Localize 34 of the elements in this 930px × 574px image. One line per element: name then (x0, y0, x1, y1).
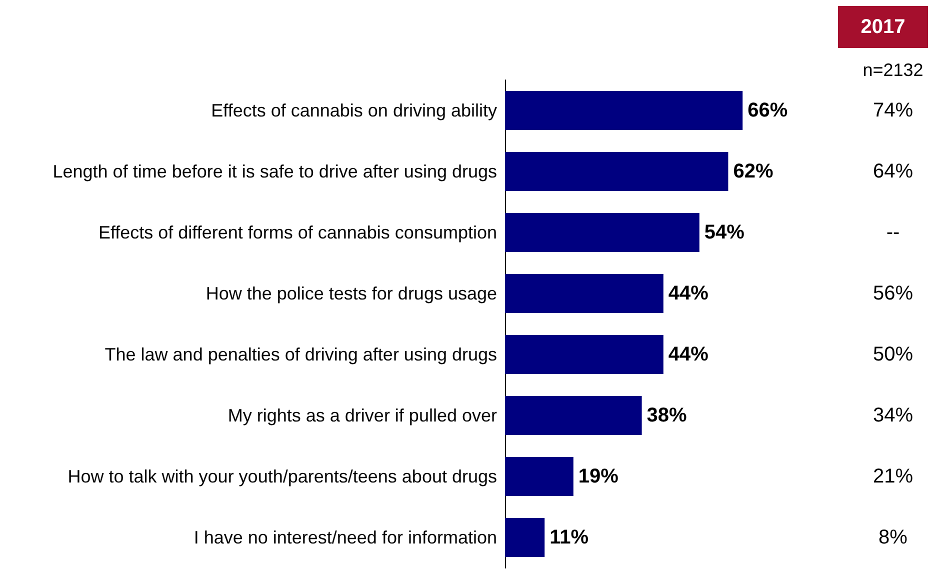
data-label: 38% (646, 404, 688, 426)
bar (505, 90, 743, 130)
text: 8% (878, 526, 908, 548)
bar (505, 456, 574, 496)
text: -- (886, 222, 900, 244)
y-tick-label: Effects of cannabis on driving ability (211, 100, 497, 120)
bar (505, 396, 642, 436)
text: 2017 (860, 16, 906, 38)
y-tick-label: My rights as a driver if pulled over (228, 406, 497, 426)
data-label: 54% (704, 222, 745, 244)
text: n=2132 (862, 60, 924, 80)
data-label: 66% (748, 100, 788, 122)
data-label: 11% (550, 526, 589, 548)
text: 64% (872, 160, 914, 182)
text: 74% (872, 100, 914, 122)
text: 56% (872, 282, 914, 304)
y-tick-label: Length of time before it is safe to drive after using drugs (52, 162, 497, 182)
data-label: 44% (668, 344, 709, 366)
text: 50% (872, 344, 914, 366)
y-tick-label: The law and penalties of driving after using drugs (104, 344, 497, 364)
y-tick-label: How the police tests for drugs usage (206, 284, 497, 304)
y-tick-label: I have no interest/need for information (194, 528, 497, 548)
bar (505, 274, 664, 314)
data-label: 19% (578, 466, 619, 488)
bar (505, 152, 728, 192)
y-tick-label: How to talk with your youth/parents/teens about drugs (68, 466, 497, 486)
text: 21% (872, 466, 914, 488)
bar (505, 334, 664, 374)
bar (505, 212, 700, 252)
y-tick-label: Effects of different forms of cannabis consumption (98, 222, 497, 242)
text: 34% (872, 404, 914, 426)
data-label: 44% (668, 282, 709, 304)
bar (505, 518, 545, 558)
data-label: 62% (733, 160, 774, 182)
